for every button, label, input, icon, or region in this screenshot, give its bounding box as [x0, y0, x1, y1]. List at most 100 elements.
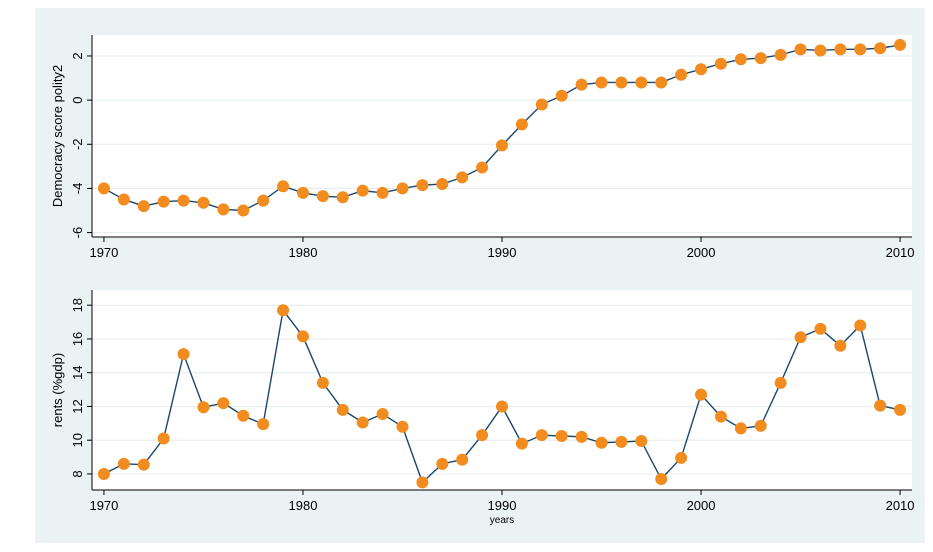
- x-axis-title: years: [490, 515, 514, 526]
- data-point: [655, 473, 668, 486]
- data-point: [476, 161, 489, 174]
- data-point: [774, 48, 787, 61]
- data-point: [814, 322, 827, 335]
- data-point: [237, 409, 250, 422]
- data-point: [555, 89, 568, 102]
- data-point: [714, 410, 727, 423]
- data-point: [316, 190, 329, 203]
- data-point: [257, 194, 270, 207]
- data-point: [675, 451, 688, 464]
- data-point: [237, 204, 250, 217]
- data-point: [615, 76, 628, 89]
- data-point: [456, 171, 469, 184]
- y-tick-label: -2: [70, 138, 85, 150]
- data-point: [874, 42, 887, 55]
- data-point: [535, 429, 548, 442]
- data-point: [535, 98, 548, 111]
- y-tick-label: -4: [70, 183, 85, 195]
- data-point: [157, 195, 170, 208]
- data-point: [734, 53, 747, 66]
- data-point: [655, 76, 668, 89]
- y-axis-title: Democracy score polity2: [50, 65, 65, 207]
- x-tick-label: 2000: [687, 245, 716, 260]
- y-tick-label: -6: [70, 227, 85, 239]
- data-point: [834, 43, 847, 56]
- data-point: [177, 194, 190, 207]
- data-point: [794, 331, 807, 344]
- y-axis-title: rents (%gdp): [50, 353, 65, 427]
- x-tick-label: 1970: [89, 498, 118, 513]
- data-point: [854, 43, 867, 56]
- data-point: [615, 435, 628, 448]
- y-tick-label: 14: [70, 365, 85, 379]
- data-point: [854, 319, 867, 332]
- data-point: [714, 57, 727, 70]
- data-point: [296, 330, 309, 343]
- data-point: [476, 429, 489, 442]
- data-point: [376, 186, 389, 199]
- data-point: [157, 432, 170, 445]
- data-point: [316, 376, 329, 389]
- x-tick-label: 1980: [289, 498, 318, 513]
- data-point: [197, 196, 210, 209]
- x-tick-label: 2000: [687, 498, 716, 513]
- data-point: [515, 437, 528, 450]
- data-point: [595, 76, 608, 89]
- data-point: [834, 339, 847, 352]
- data-point: [197, 401, 210, 414]
- data-point: [296, 186, 309, 199]
- data-point: [575, 78, 588, 91]
- data-point: [695, 63, 708, 76]
- data-point: [754, 52, 767, 65]
- data-point: [575, 430, 588, 443]
- data-point: [635, 435, 648, 448]
- data-point: [356, 184, 369, 197]
- data-point: [794, 43, 807, 56]
- data-point: [515, 118, 528, 131]
- data-point: [436, 178, 449, 191]
- data-point: [416, 179, 429, 192]
- data-point: [97, 182, 110, 195]
- y-tick-label: 8: [70, 470, 85, 477]
- data-point: [754, 419, 767, 432]
- x-tick-label: 1970: [89, 245, 118, 260]
- data-point: [436, 457, 449, 470]
- data-point: [496, 400, 508, 413]
- data-point: [396, 420, 409, 433]
- data-point: [695, 388, 708, 401]
- y-tick-label: 16: [70, 332, 85, 346]
- y-tick-label: 12: [70, 399, 85, 413]
- data-point: [496, 139, 508, 152]
- y-tick-label: 0: [70, 97, 85, 104]
- data-point: [356, 416, 369, 429]
- data-point: [396, 182, 409, 195]
- data-point: [97, 467, 110, 480]
- data-point: [456, 453, 469, 466]
- data-point: [774, 376, 787, 389]
- data-point: [117, 193, 130, 206]
- data-point: [734, 422, 747, 435]
- data-point: [137, 458, 150, 471]
- data-point: [137, 200, 150, 213]
- x-tick-label: 2010: [886, 245, 915, 260]
- data-point: [894, 403, 907, 416]
- data-point: [336, 403, 349, 416]
- data-point: [814, 44, 827, 57]
- x-tick-label: 1990: [488, 245, 517, 260]
- data-point: [675, 68, 688, 81]
- data-point: [177, 348, 190, 361]
- data-point: [336, 191, 349, 204]
- y-tick-label: 2: [70, 52, 85, 59]
- plot-area: [92, 290, 912, 490]
- data-point: [595, 436, 608, 449]
- data-point: [894, 38, 907, 51]
- data-point: [277, 180, 290, 193]
- x-tick-label: 2010: [886, 498, 915, 513]
- y-tick-label: 10: [70, 433, 85, 447]
- plot-area: [92, 35, 912, 237]
- data-point: [635, 76, 648, 89]
- data-point: [257, 418, 270, 431]
- x-tick-label: 1990: [488, 498, 517, 513]
